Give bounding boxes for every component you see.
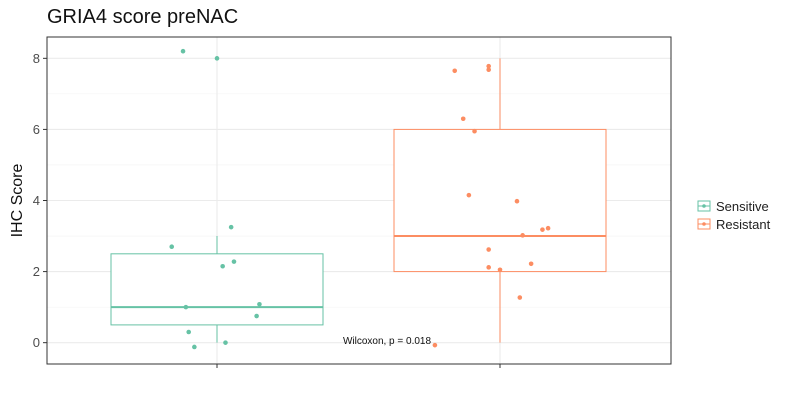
data-point-resistant bbox=[514, 198, 520, 204]
stat-annotation: Wilcoxon, p = 0.018 bbox=[343, 336, 432, 347]
legend-key-sensitive bbox=[696, 198, 712, 214]
box-sensitive bbox=[110, 236, 324, 343]
data-point-sensitive bbox=[223, 340, 228, 345]
box-body bbox=[110, 253, 324, 326]
data-point-resistant bbox=[432, 342, 438, 348]
legend-label-resistant: Resistant bbox=[716, 216, 771, 232]
y-tick-label: 8 bbox=[33, 51, 40, 66]
data-point-sensitive bbox=[183, 304, 189, 310]
data-point-resistant bbox=[528, 261, 534, 267]
data-point-sensitive bbox=[257, 301, 262, 307]
data-point-sensitive bbox=[231, 259, 237, 264]
data-point-resistant bbox=[466, 192, 472, 198]
data-point-sensitive bbox=[192, 344, 197, 350]
data-point-sensitive bbox=[180, 48, 186, 54]
y-tick-label: 0 bbox=[33, 335, 40, 350]
data-point-resistant bbox=[540, 227, 545, 232]
legend-item-resistant: Resistant bbox=[696, 215, 770, 233]
data-point-resistant bbox=[472, 128, 477, 134]
legend-item-sensitive: Sensitive bbox=[696, 197, 770, 215]
box-resistant bbox=[393, 58, 607, 343]
data-point-sensitive bbox=[228, 224, 234, 230]
data-point-resistant bbox=[486, 265, 491, 270]
data-point-resistant bbox=[520, 233, 525, 238]
data-point-resistant bbox=[486, 67, 491, 72]
data-point-sensitive bbox=[214, 56, 220, 61]
y-tick-label: 4 bbox=[33, 193, 40, 208]
data-point-resistant bbox=[545, 225, 551, 231]
y-axis-label: IHC Score bbox=[9, 164, 26, 238]
legend-key-resistant bbox=[696, 216, 712, 232]
data-point-resistant bbox=[517, 295, 523, 300]
y-tick-label: 2 bbox=[33, 264, 40, 279]
data-point-resistant bbox=[486, 247, 491, 252]
data-point-resistant bbox=[497, 267, 503, 273]
plot-border bbox=[46, 36, 672, 365]
data-point-resistant bbox=[486, 63, 491, 69]
legend: Sensitive Resistant bbox=[696, 197, 770, 233]
data-point-resistant bbox=[452, 68, 458, 74]
data-point-sensitive bbox=[169, 244, 175, 250]
data-point-sensitive bbox=[186, 329, 191, 335]
data-point-sensitive bbox=[254, 313, 259, 319]
data-point-sensitive bbox=[220, 263, 225, 269]
data-point-resistant bbox=[460, 116, 466, 122]
legend-label-sensitive: Sensitive bbox=[716, 198, 769, 214]
y-tick-label: 6 bbox=[33, 122, 40, 137]
box-body bbox=[393, 128, 607, 273]
chart-title: GRIA4 score preNAC bbox=[47, 6, 239, 28]
